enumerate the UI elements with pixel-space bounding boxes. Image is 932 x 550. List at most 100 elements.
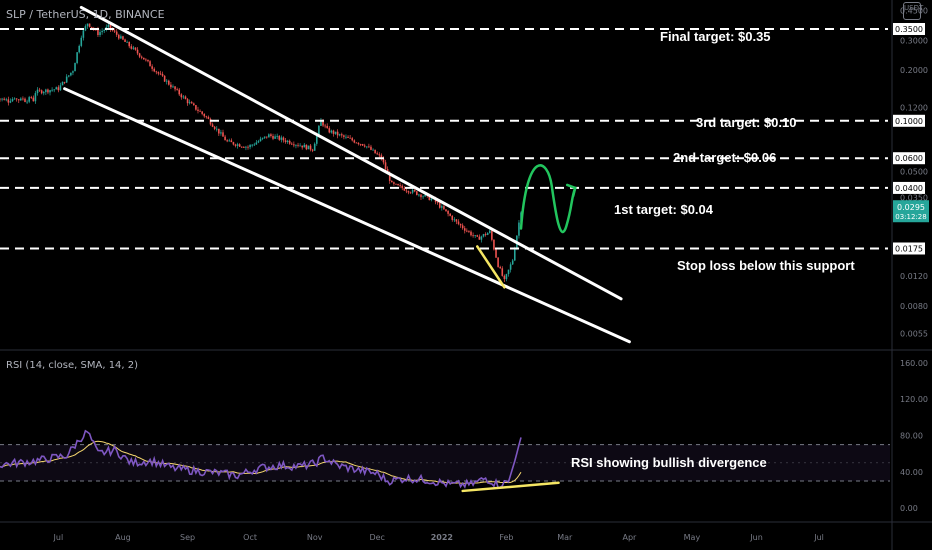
candle-body xyxy=(453,219,456,221)
candle-body xyxy=(513,249,516,261)
candle-body xyxy=(168,80,170,85)
candle-body xyxy=(293,144,295,146)
candle-body xyxy=(30,97,33,98)
rsi-divergence-line xyxy=(461,481,560,493)
candle-body xyxy=(163,75,166,82)
candle-body xyxy=(288,140,291,144)
descending-channel xyxy=(63,5,631,344)
candle-body xyxy=(243,146,245,148)
candle-body xyxy=(503,275,506,280)
candle-body xyxy=(132,47,135,49)
candle-body xyxy=(374,149,376,154)
currency-badge[interactable]: USDT xyxy=(903,2,923,20)
candle-body xyxy=(495,249,497,258)
candle-body xyxy=(82,30,85,38)
candle-body xyxy=(126,41,128,43)
time-tick-label: Apr xyxy=(622,533,637,542)
candle-body xyxy=(436,201,439,203)
candle-body xyxy=(201,111,203,114)
candle-body xyxy=(76,52,78,64)
price-divergence-line xyxy=(476,245,506,289)
candle-body xyxy=(438,202,441,208)
rsi-annotation: RSI showing bullish divergence xyxy=(571,455,767,470)
candle-body xyxy=(7,99,10,103)
target-label: 2nd target: $0.06 xyxy=(673,150,776,165)
candle-body xyxy=(359,144,362,145)
candle-body xyxy=(399,185,401,187)
candle-body xyxy=(447,211,449,214)
candle-body xyxy=(122,36,124,40)
candle-body xyxy=(230,140,233,143)
price-tick-label: 0.2000 xyxy=(900,66,928,75)
candle-body xyxy=(47,89,49,93)
candle-body xyxy=(397,183,399,186)
candle-body xyxy=(136,49,139,54)
candle-body xyxy=(40,90,43,94)
candle-body xyxy=(213,126,216,129)
candle-body xyxy=(222,132,224,137)
symbol-header[interactable]: SLP / TetherUS, 1D, BINANCE xyxy=(6,8,165,21)
candle-body xyxy=(461,225,464,229)
candle-body xyxy=(311,149,314,151)
candle-body xyxy=(103,29,106,31)
candle-body xyxy=(420,194,422,198)
price-tick-label: 0.0500 xyxy=(900,168,928,177)
candle-body xyxy=(45,89,47,93)
candle-body xyxy=(220,132,222,134)
candle-body xyxy=(518,222,520,236)
time-tick-label: Mar xyxy=(557,533,573,542)
candle-body xyxy=(345,136,347,138)
candle-body xyxy=(90,26,93,28)
target-label: 3rd target: $0.10 xyxy=(696,115,796,130)
candle-body xyxy=(80,37,83,46)
candle-body xyxy=(376,153,379,155)
candle-body xyxy=(124,39,126,42)
candle-body xyxy=(353,140,356,143)
candle-body xyxy=(249,145,251,148)
candle-body xyxy=(5,99,8,101)
candle-body xyxy=(395,183,397,185)
time-tick-label: Nov xyxy=(307,533,323,542)
candle-body xyxy=(457,221,460,224)
candle-body xyxy=(280,137,283,140)
candle-body xyxy=(186,99,189,104)
candle-body xyxy=(55,87,58,90)
price-tick-label: 0.0080 xyxy=(900,302,928,311)
rsi-header[interactable]: RSI (14, close, SMA, 14, 2) xyxy=(6,360,139,371)
candle-body xyxy=(305,144,308,150)
candle-body xyxy=(174,86,176,90)
price-tick-label: 0.0350 xyxy=(900,194,928,203)
time-tick-label: Jun xyxy=(749,533,763,542)
price-tick-label: 0.3000 xyxy=(900,36,928,45)
candle-body xyxy=(405,190,408,192)
candle-body xyxy=(320,120,322,126)
candle-body xyxy=(113,30,116,32)
candle-body xyxy=(138,53,141,57)
target-axis-tag-label: 0.0400 xyxy=(895,184,923,193)
candle-body xyxy=(153,68,156,72)
candle-body xyxy=(324,125,326,127)
candle-body xyxy=(245,146,247,148)
candle-body xyxy=(466,230,468,232)
projection-arrowhead xyxy=(565,183,577,198)
candle-body xyxy=(22,98,24,100)
target-axis-tag xyxy=(893,23,925,36)
candle-body xyxy=(428,195,431,201)
candle-body xyxy=(149,61,151,67)
candle-body xyxy=(84,26,87,31)
candle-body xyxy=(234,144,237,146)
candle-body xyxy=(86,23,89,27)
candle-body xyxy=(226,140,228,142)
candle-body xyxy=(349,137,351,139)
candle-body xyxy=(59,85,62,91)
candle-body xyxy=(259,138,262,142)
candle-body xyxy=(120,36,122,39)
time-tick-label: May xyxy=(684,533,701,542)
candle-body xyxy=(351,138,354,141)
candle-body xyxy=(272,135,274,139)
candle-body xyxy=(257,141,260,143)
candle-body xyxy=(491,230,493,240)
candle-body xyxy=(470,231,472,236)
time-tick-label: Jul xyxy=(813,533,824,542)
